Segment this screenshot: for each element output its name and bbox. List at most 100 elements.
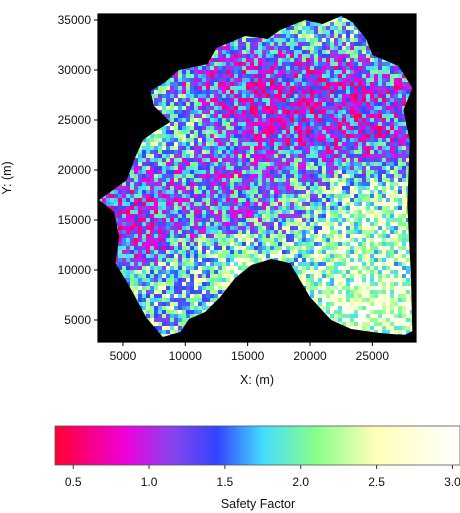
map-cell	[242, 254, 247, 259]
map-cell	[234, 206, 239, 211]
map-cell	[214, 258, 219, 263]
map-cell	[342, 206, 347, 211]
map-cell	[386, 250, 391, 255]
map-cell	[262, 190, 267, 195]
map-cell	[270, 166, 275, 171]
map-cell	[150, 198, 155, 203]
map-cell	[278, 246, 283, 251]
map-cell	[334, 254, 339, 259]
map-cell	[278, 222, 283, 227]
map-cell	[326, 222, 331, 227]
map-cell	[298, 246, 303, 251]
map-cell	[278, 94, 283, 99]
map-cell	[402, 86, 407, 91]
map-cell	[230, 182, 235, 187]
map-cell	[210, 150, 215, 155]
map-cell	[170, 182, 175, 187]
map-cell	[134, 214, 139, 219]
map-cell	[206, 214, 211, 219]
map-cell	[146, 262, 151, 267]
map-cell	[278, 174, 283, 179]
map-cell	[226, 210, 231, 215]
map-cell	[382, 114, 387, 119]
map-cell	[218, 142, 223, 147]
map-cell	[294, 194, 299, 199]
map-cell	[246, 214, 251, 219]
map-cell	[202, 246, 207, 251]
map-cell	[242, 134, 247, 139]
map-cell	[190, 222, 195, 227]
map-cell	[374, 106, 379, 111]
map-cell	[218, 186, 223, 191]
map-cell	[402, 74, 407, 79]
map-cell	[270, 198, 275, 203]
map-cell	[366, 198, 371, 203]
map-cell	[326, 142, 331, 147]
map-cell	[378, 198, 383, 203]
map-cell	[186, 82, 191, 87]
map-cell	[390, 186, 395, 191]
map-cell	[214, 150, 219, 155]
map-cell	[370, 150, 375, 155]
map-cell	[126, 242, 131, 247]
map-cell	[114, 198, 119, 203]
map-cell	[358, 30, 363, 35]
map-cell	[214, 182, 219, 187]
map-cell	[210, 122, 215, 127]
map-cell	[370, 202, 375, 207]
map-cell	[402, 162, 407, 167]
map-cell	[238, 134, 243, 139]
map-cell	[318, 26, 323, 31]
map-cell	[362, 246, 367, 251]
map-cell	[338, 102, 343, 107]
map-cell	[358, 174, 363, 179]
map-cell	[230, 98, 235, 103]
map-cell	[290, 242, 295, 247]
map-cell	[206, 70, 211, 75]
map-cell	[182, 234, 187, 239]
map-cell	[198, 154, 203, 159]
map-cell	[298, 146, 303, 151]
map-cell	[230, 202, 235, 207]
map-cell	[182, 230, 187, 235]
map-cell	[186, 242, 191, 247]
map-cell	[270, 42, 275, 47]
map-cell	[218, 114, 223, 119]
map-cell	[150, 206, 155, 211]
map-cell	[398, 222, 403, 227]
map-cell	[142, 154, 147, 159]
map-cell	[350, 134, 355, 139]
map-cell	[194, 190, 199, 195]
map-cell	[194, 258, 199, 263]
map-cell	[322, 174, 327, 179]
map-cell	[118, 186, 123, 191]
map-cell	[242, 138, 247, 143]
map-cell	[342, 194, 347, 199]
map-cell	[230, 146, 235, 151]
map-cell	[130, 210, 135, 215]
map-cell	[210, 102, 215, 107]
map-cell	[366, 202, 371, 207]
map-cell	[358, 146, 363, 151]
map-cell	[206, 242, 211, 247]
map-cell	[386, 230, 391, 235]
map-cell	[382, 198, 387, 203]
map-cell	[222, 186, 227, 191]
map-cell	[262, 102, 267, 107]
map-cell	[330, 86, 335, 91]
map-cell	[282, 230, 287, 235]
map-cell	[222, 110, 227, 115]
map-cell	[206, 66, 211, 71]
map-cell	[142, 178, 147, 183]
map-cell	[318, 146, 323, 151]
map-cell	[222, 82, 227, 87]
map-cell	[266, 194, 271, 199]
map-cell	[254, 162, 259, 167]
map-cell	[246, 158, 251, 163]
map-cell	[314, 126, 319, 131]
map-cell	[298, 98, 303, 103]
map-cell	[234, 234, 239, 239]
map-cell	[126, 254, 131, 259]
map-cell	[302, 90, 307, 95]
map-cell	[326, 22, 331, 27]
